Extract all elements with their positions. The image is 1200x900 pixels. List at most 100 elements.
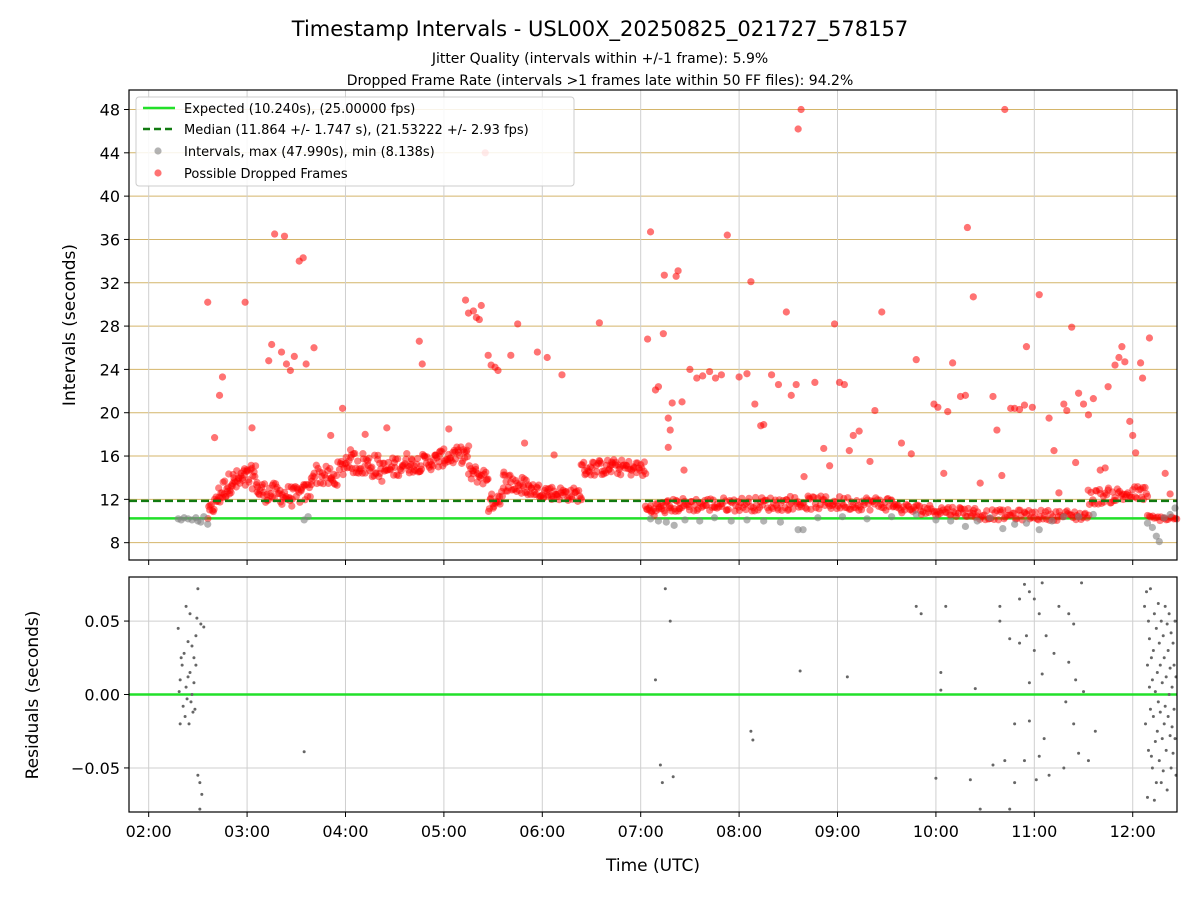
intervals-ytick-label-0: 8 — [110, 534, 120, 553]
dropped-frame-point — [840, 380, 848, 389]
dropped-frame-point — [248, 424, 256, 432]
x-axis-label: Time (UTC) — [605, 856, 700, 876]
residual-point — [194, 634, 198, 638]
x-tick-label-0: 02:00 — [126, 822, 172, 841]
residual-point — [188, 670, 192, 674]
residual-point — [968, 778, 972, 782]
residual-point — [196, 773, 200, 777]
dropped-frame-point — [469, 307, 478, 315]
dropped-frame-point — [477, 301, 485, 310]
dropped-frame-point — [1111, 361, 1119, 369]
dropped-frame-point — [830, 320, 839, 328]
dropped-frame-point — [1121, 358, 1129, 366]
interval-point — [932, 516, 940, 524]
residual-point — [934, 776, 938, 780]
dropped-frame-point — [735, 373, 743, 381]
dropped-frame-point — [1079, 400, 1088, 408]
dropped-frame-dense-point — [498, 492, 506, 500]
residual-point — [1145, 795, 1149, 799]
residual-point — [1057, 604, 1061, 608]
dropped-frame-point — [871, 406, 879, 415]
residual-point — [1072, 722, 1076, 726]
interval-point — [814, 514, 822, 522]
residual-point — [1163, 604, 1167, 608]
residual-point — [1165, 788, 1169, 792]
residual-point — [1013, 781, 1017, 785]
residual-point — [1144, 590, 1148, 594]
residual-point — [186, 640, 190, 644]
dropped-frame-point — [1068, 323, 1076, 331]
interval-point — [204, 520, 212, 528]
dropped-frame-point — [415, 337, 423, 345]
residual-point — [845, 675, 849, 679]
dropped-frame-point — [723, 231, 731, 239]
chart-title: Timestamp Intervals - USL00X_20250825_02… — [291, 17, 908, 42]
dropped-frame-point — [797, 105, 805, 114]
x-tick-label-6: 08:00 — [716, 822, 762, 841]
dropped-frame-point — [1022, 343, 1031, 351]
interval-point — [743, 516, 751, 524]
dropped-frame-point — [383, 424, 391, 432]
dropped-frame-point — [1063, 406, 1071, 415]
residual-point — [1160, 681, 1164, 685]
residual-point — [176, 626, 180, 630]
dropped-frame-point — [912, 356, 920, 364]
x-tick-label-4: 06:00 — [519, 822, 565, 841]
dropped-frame-dense-point — [1004, 506, 1012, 514]
residual-point — [1164, 748, 1168, 752]
dropped-frame-point — [878, 308, 886, 316]
dropped-frame-point — [286, 366, 294, 375]
residual-point — [973, 687, 977, 691]
dropped-frame-dense-point — [221, 477, 229, 485]
residual-point — [1072, 622, 1076, 626]
legend-box — [135, 96, 575, 187]
interval-point — [776, 518, 785, 526]
residual-point — [1003, 759, 1007, 763]
residual-point — [1044, 634, 1048, 638]
residual-point — [1024, 634, 1028, 638]
residual-point — [1153, 690, 1157, 694]
legend-median-label: Median (11.864 +/- 1.747 s), (21.53222 +… — [184, 123, 529, 138]
dropped-frame-point — [1028, 403, 1036, 411]
dropped-frame-point — [680, 466, 688, 474]
residual-point — [178, 722, 182, 726]
dropped-frame-dense-point — [210, 505, 218, 514]
residual-point — [188, 612, 192, 616]
residual-point — [1166, 648, 1170, 652]
dropped-frame-dense-point — [251, 472, 259, 481]
residual-point — [1064, 700, 1068, 704]
residual-point — [658, 763, 662, 767]
dropped-frame-dense-point — [463, 453, 471, 461]
dropped-frame-point — [774, 380, 783, 389]
residuals-panel: −0.050.000.05 02:00 03:00 04:00 05:00 06:00 0… — [23, 576, 1178, 876]
dropped-frame-dense-point — [625, 457, 633, 466]
dropped-frame-point — [1055, 489, 1063, 497]
interval-point — [197, 518, 205, 526]
residual-point — [751, 738, 755, 742]
residual-point — [1093, 729, 1097, 733]
residual-point — [663, 587, 667, 591]
dropped-frame-point — [963, 223, 972, 232]
dropped-frame-point — [1072, 458, 1080, 467]
dropped-frame-point — [268, 340, 276, 349]
residual-point — [1159, 619, 1163, 623]
residual-point — [1166, 715, 1170, 719]
dropped-frame-point — [265, 357, 273, 365]
dropped-frame-point — [299, 254, 307, 262]
dropped-frame-point — [989, 392, 997, 401]
residual-point — [1008, 637, 1012, 641]
residual-point — [187, 722, 191, 726]
residual-point — [1155, 729, 1159, 733]
dropped-frame-dense-point — [640, 458, 648, 466]
residual-point — [1170, 685, 1174, 689]
dropped-frame-point — [1089, 395, 1097, 403]
x-tick-label-5: 07:00 — [618, 822, 664, 841]
dropped-frame-dense-point — [429, 462, 437, 470]
dropped-frame-point — [1074, 389, 1083, 397]
dropped-frame-point — [678, 398, 686, 406]
dropped-frame-point — [787, 391, 795, 399]
residual-point — [919, 612, 923, 616]
interval-point — [646, 515, 655, 523]
residual-point — [189, 700, 193, 704]
dropped-frame-point — [558, 371, 566, 379]
